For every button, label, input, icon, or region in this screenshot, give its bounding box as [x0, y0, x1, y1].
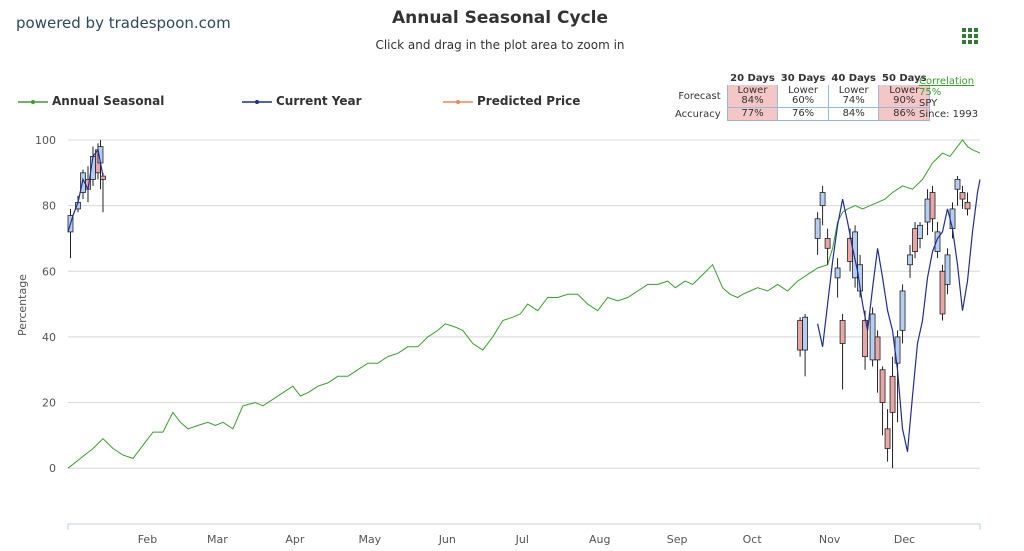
candle-body	[912, 228, 918, 252]
candle-body	[939, 270, 946, 315]
forecast-col-header: 20 Days	[730, 73, 775, 84]
accuracy-cell: 86%	[878, 107, 931, 121]
forecast-col-header: 50 Days	[881, 73, 927, 84]
accuracy-row-label: Accuracy	[675, 108, 721, 120]
x-tick-label: May	[358, 533, 381, 546]
annual-seasonal-line	[67, 139, 981, 469]
powered-by-text: powered by tradespoon.com	[16, 14, 231, 32]
legend-line-icon	[18, 100, 48, 104]
x-axis-ticks: Feb Mar Apr May Jun Jul Aug Sep Oct Nov Dec	[67, 524, 981, 546]
y-tick-label: 80	[42, 200, 56, 213]
grid-lines	[68, 139, 980, 525]
x-tick-label: Sep	[667, 533, 688, 546]
candle-body	[819, 192, 826, 207]
candle-body	[834, 267, 841, 279]
candle-body	[964, 201, 971, 210]
forecast-col-header: 30 Days	[780, 73, 826, 84]
ticker-symbol: SPY	[919, 98, 938, 109]
chart-subtitle: Click and drag in the plot area to zoom …	[375, 38, 625, 52]
candle-body	[917, 224, 923, 239]
candlesticks	[67, 140, 971, 469]
x-tick-label: Jul	[515, 533, 529, 546]
candle-body	[949, 208, 956, 230]
since-year: Since: 1993	[919, 109, 979, 120]
forecast-cell: Lower 60%	[777, 85, 829, 108]
correlation-value: 75%	[919, 87, 942, 98]
chart-title: Annual Seasonal Cycle	[391, 8, 609, 28]
current-year-line	[67, 148, 981, 452]
candle-body	[852, 231, 858, 279]
y-tick-label: 40	[42, 331, 56, 344]
legend-label: Current Year	[276, 94, 362, 108]
candle-body	[899, 290, 906, 331]
series-current-year	[67, 148, 981, 452]
candle-body	[100, 175, 106, 180]
y-tick-label: 20	[42, 397, 56, 410]
x-tick-label: Dec	[894, 533, 915, 546]
candle-body	[797, 320, 803, 351]
x-tick-label: Nov	[819, 533, 841, 546]
y-tick-label: 100	[35, 134, 56, 147]
chart-menu-grid-icon[interactable]	[962, 28, 980, 46]
candle-body	[924, 198, 931, 223]
candle-body	[879, 369, 886, 403]
candle-body	[802, 316, 808, 351]
y-tick-label: 0	[49, 462, 56, 475]
candle-body	[929, 192, 936, 220]
candle-body	[839, 320, 846, 344]
legend-line-icon	[242, 100, 272, 104]
x-tick-label: Apr	[285, 533, 305, 546]
candle-body	[934, 231, 941, 252]
legend-label: Predicted Price	[477, 94, 581, 108]
x-tick-label: Oct	[743, 533, 763, 546]
candle-body	[954, 178, 961, 190]
x-tick-label: Jun	[438, 533, 456, 546]
correlation-link[interactable]: Correlation	[919, 76, 975, 87]
forecast-table: 20 Days 30 Days 40 Days 50 Days Forecast…	[672, 72, 931, 121]
y-axis-ticks: 0 20 40 60 80 100	[35, 134, 56, 475]
y-tick-label: 60	[42, 265, 56, 278]
x-tick-label: Feb	[138, 533, 157, 546]
forecast-col-header: 40 Days	[831, 73, 876, 84]
forecast-cell: Lower 90%	[878, 85, 931, 108]
y-axis-label: Percentage	[16, 274, 29, 336]
candle-body	[959, 192, 966, 200]
legend-label: Annual Seasonal	[52, 94, 165, 108]
candle-body	[824, 238, 831, 249]
candle-body	[889, 375, 896, 413]
candle-body	[814, 218, 821, 239]
x-tick-label: Aug	[589, 533, 610, 546]
correlation-box: Correlation 75% SPY Since: 1993	[919, 76, 978, 120]
forecast-row-label: Forecast	[678, 90, 721, 102]
candle-body	[862, 320, 868, 358]
candle-body	[907, 254, 913, 266]
candle-body	[884, 428, 891, 449]
legend-line-icon	[443, 100, 473, 104]
candle-body	[869, 313, 876, 361]
series-annual-seasonal	[67, 139, 981, 469]
candle-body	[874, 336, 881, 361]
accuracy-cell: 77%	[726, 107, 779, 121]
candle-body	[944, 254, 951, 285]
x-tick-label: Mar	[207, 533, 228, 546]
